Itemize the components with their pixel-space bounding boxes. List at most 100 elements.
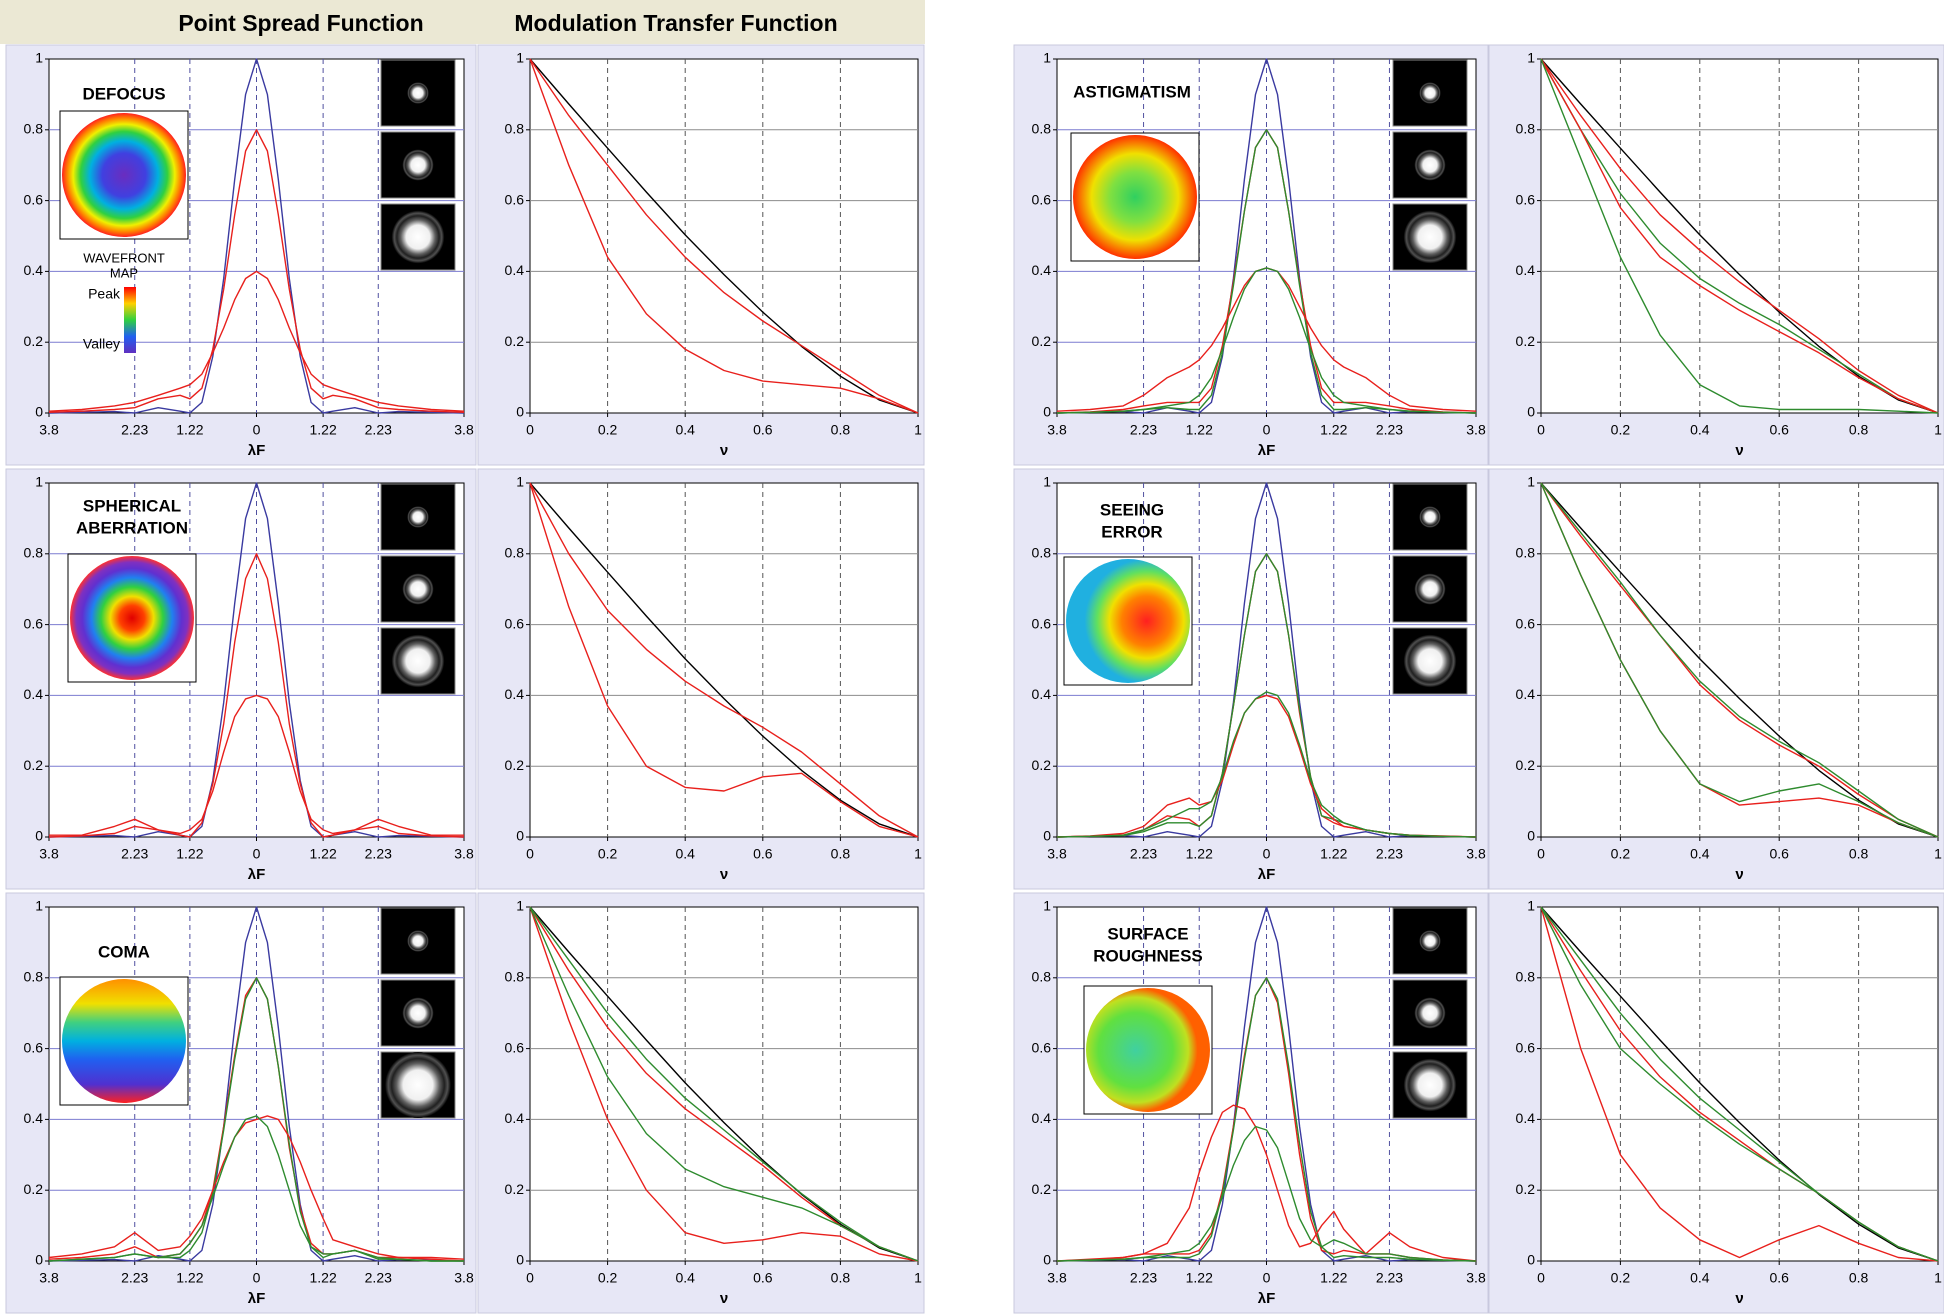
x-tick-label: 0.4 xyxy=(675,846,695,862)
x-tick-label: 0 xyxy=(253,422,261,438)
x-tick-label: 2.23 xyxy=(121,846,148,862)
x-tick-label: 1.22 xyxy=(309,1270,336,1286)
psf-spot xyxy=(402,997,434,1029)
series-line xyxy=(1540,58,1939,414)
psf-spot xyxy=(407,930,429,952)
x-tick-label: 0.8 xyxy=(831,846,851,862)
x-tick-label: 0 xyxy=(253,846,261,862)
wavefront-map xyxy=(1086,988,1210,1112)
y-tick-label: 0.2 xyxy=(1032,1181,1052,1197)
series-line xyxy=(48,270,465,412)
series-line xyxy=(529,906,919,1262)
x-axis-label: ν xyxy=(720,1290,728,1307)
series-line xyxy=(1540,482,1939,838)
y-tick-label: 0.4 xyxy=(505,262,525,278)
y-tick-label: 0 xyxy=(1527,828,1535,844)
y-tick-label: 0 xyxy=(516,828,524,844)
charts: 0 0.2 0.4 0.6 0.8 1 3.8 2.23 1.22 0 1.22 2.23 3.8 λF D… xyxy=(5,44,1944,1314)
series-line xyxy=(1540,482,1939,838)
y-tick-label: 0.2 xyxy=(505,757,525,773)
y-tick-label: 0.2 xyxy=(1516,757,1536,773)
series-line xyxy=(1540,58,1939,414)
x-tick-label: 0.2 xyxy=(598,846,618,862)
x-tick-label: 0 xyxy=(1263,422,1271,438)
series-line xyxy=(1540,482,1939,838)
y-tick-label: 0 xyxy=(35,404,43,420)
aberration-label: ASTIGMATISM xyxy=(1073,82,1191,101)
y-tick-label: 0 xyxy=(1043,404,1051,420)
x-tick-label: 0.4 xyxy=(675,1270,695,1286)
series-line xyxy=(48,1115,465,1260)
y-tick-label: 0 xyxy=(516,404,524,420)
y-tick-label: 0.6 xyxy=(1032,1039,1052,1055)
x-tick-label: 0.4 xyxy=(1690,1270,1710,1286)
y-tick-label: 0.4 xyxy=(505,686,525,702)
x-tick-label: 1.22 xyxy=(1320,846,1347,862)
y-tick-label: 0.8 xyxy=(24,121,44,137)
aberration-label: COMA xyxy=(98,942,150,961)
series-line xyxy=(48,1115,464,1262)
x-axis-label: ν xyxy=(720,866,728,883)
x-tick-label: 3.8 xyxy=(1047,846,1067,862)
y-tick-label: 0.2 xyxy=(1516,333,1536,349)
y-tick-label: 0.8 xyxy=(505,545,525,561)
x-tick-label: 0.8 xyxy=(831,1270,851,1286)
y-tick-label: 1 xyxy=(1527,898,1535,914)
x-tick-label: 2.23 xyxy=(1376,846,1403,862)
x-tick-label: 0 xyxy=(1537,846,1545,862)
x-tick-label: 3.8 xyxy=(1047,1270,1067,1286)
x-tick-label: 1.22 xyxy=(1186,1270,1213,1286)
x-tick-label: 0.6 xyxy=(753,1270,773,1286)
wavefront-map xyxy=(62,979,186,1103)
wavefront-label: MAP xyxy=(110,265,138,280)
y-tick-label: 1 xyxy=(1043,50,1051,66)
x-tick-label: 0.6 xyxy=(753,422,773,438)
x-axis-label: ν xyxy=(720,442,728,459)
x-tick-label: 1.22 xyxy=(309,846,336,862)
x-tick-label: 2.23 xyxy=(121,422,148,438)
series-line xyxy=(529,58,919,414)
x-tick-label: 0.8 xyxy=(1849,422,1869,438)
x-tick-label: 2.23 xyxy=(1130,1270,1157,1286)
y-tick-label: 1 xyxy=(516,898,524,914)
x-tick-label: 0 xyxy=(1263,1270,1271,1286)
plot-area xyxy=(1540,906,1939,1262)
x-tick-label: 1 xyxy=(914,422,922,438)
y-tick-label: 0.4 xyxy=(1516,262,1536,278)
x-tick-label: 3.8 xyxy=(1047,422,1067,438)
x-tick-label: 3.8 xyxy=(454,422,474,438)
series-line xyxy=(1540,906,1939,1262)
psf-spot xyxy=(407,506,429,528)
y-tick-label: 0.8 xyxy=(1516,545,1536,561)
y-tick-label: 0.2 xyxy=(24,333,44,349)
x-tick-label: 3.8 xyxy=(39,422,59,438)
y-tick-label: 0.4 xyxy=(24,1110,44,1126)
y-tick-label: 0.6 xyxy=(505,1039,525,1055)
y-tick-label: 0.8 xyxy=(505,969,525,985)
psf-spot xyxy=(1403,634,1457,688)
x-tick-label: 0.2 xyxy=(598,422,618,438)
x-tick-label: 2.23 xyxy=(365,1270,392,1286)
y-tick-label: 0.8 xyxy=(24,969,44,985)
y-tick-label: 0.6 xyxy=(24,1039,44,1055)
y-tick-label: 0.4 xyxy=(1032,262,1052,278)
psf-spot xyxy=(402,573,434,605)
y-tick-label: 0.4 xyxy=(1516,1110,1536,1126)
plot-area xyxy=(529,58,919,414)
x-tick-label: 0 xyxy=(1537,422,1545,438)
x-tick-label: 3.8 xyxy=(1466,846,1486,862)
x-tick-label: 1.22 xyxy=(176,1270,203,1286)
x-tick-label: 2.23 xyxy=(1130,846,1157,862)
y-tick-label: 0.4 xyxy=(24,262,44,278)
color-bar xyxy=(124,287,136,353)
x-axis-label: ν xyxy=(1735,866,1743,883)
y-tick-label: 0 xyxy=(1527,1252,1535,1268)
x-tick-label: 0 xyxy=(1537,1270,1545,1286)
x-tick-label: 0.6 xyxy=(1769,846,1789,862)
psf-spot xyxy=(1419,82,1441,104)
x-tick-label: 1 xyxy=(1934,1270,1942,1286)
y-tick-label: 0.4 xyxy=(1516,686,1536,702)
y-tick-label: 0.8 xyxy=(1032,545,1052,561)
x-tick-label: 0.2 xyxy=(598,1270,618,1286)
